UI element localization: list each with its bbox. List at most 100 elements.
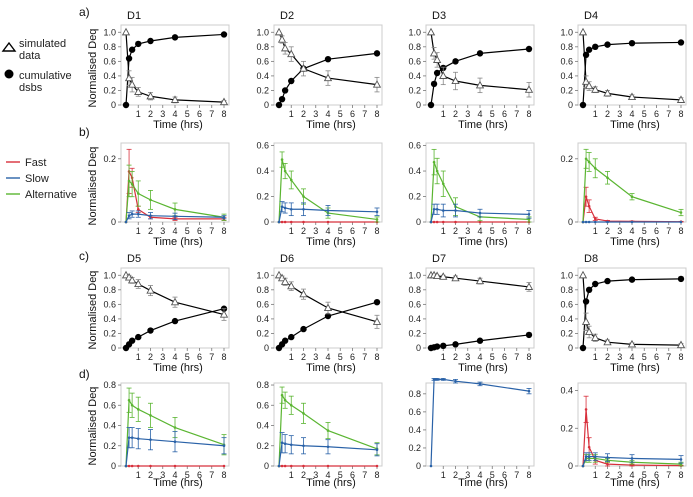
- y-tick-label: 0.2: [103, 85, 116, 95]
- x-tick-label: 3: [313, 109, 318, 119]
- x-tick-label: 6: [654, 352, 659, 362]
- legend-fast-label: Fast: [25, 157, 46, 169]
- data-point: [281, 337, 289, 344]
- x-tick-label: 2: [148, 470, 153, 480]
- x-axis-label: Time (hrs): [306, 119, 356, 131]
- data-point: [130, 182, 134, 186]
- y-tick-label: 0: [111, 343, 116, 353]
- data-point: [302, 195, 305, 198]
- y-tick-label: 0.2: [560, 154, 573, 164]
- data-point: [630, 220, 634, 224]
- x-tick-label: 7: [209, 226, 214, 236]
- x-tick-label: 3: [465, 470, 470, 480]
- y-tick-label: 0.6: [256, 141, 269, 151]
- data-point: [451, 273, 460, 282]
- x-axis-label: Time (hrs): [458, 119, 508, 131]
- series-line: [582, 196, 682, 223]
- x-tick-label: 8: [526, 352, 531, 362]
- data-point: [375, 218, 379, 221]
- x-tick-label: 5: [338, 470, 343, 480]
- data-point: [441, 378, 445, 381]
- data-point: [289, 207, 293, 211]
- x-axis-label: Time (hrs): [458, 236, 508, 248]
- data-point: [432, 220, 436, 224]
- x-tick-label: 2: [453, 109, 458, 119]
- y-tick-label: 0.4: [103, 421, 116, 431]
- x-tick-label: 5: [642, 470, 647, 480]
- data-point: [593, 455, 597, 458]
- data-point: [584, 455, 588, 458]
- x-axis-label: Time (hrs): [610, 477, 660, 489]
- x-tick-label: 6: [350, 109, 355, 119]
- data-point: [375, 464, 379, 468]
- y-tick-label: 0.6: [408, 407, 421, 417]
- data-point: [628, 39, 636, 47]
- data-point: [280, 464, 284, 468]
- data-point: [587, 220, 591, 224]
- x-tick-label: 5: [185, 352, 190, 362]
- data-point: [679, 220, 683, 224]
- x-tick-label: 5: [185, 109, 190, 119]
- data-point: [124, 464, 128, 468]
- y-tick-label: 0: [264, 343, 269, 353]
- data-point: [591, 85, 600, 93]
- panel-title: D7: [432, 253, 446, 265]
- data-point: [302, 464, 305, 468]
- panel-title: D6: [280, 253, 294, 265]
- data-point: [372, 80, 382, 88]
- x-tick-label: 4: [477, 226, 482, 236]
- x-tick-label: 4: [477, 109, 482, 119]
- y-tick-label: 0.8: [256, 380, 269, 390]
- data-point: [478, 211, 482, 215]
- y-tick-label: 0.4: [408, 425, 421, 435]
- panel-b-D1: 0 0.2 1 2 3 4 5 6 7 8 Time (hrs): [103, 142, 230, 248]
- data-point: [222, 464, 226, 468]
- data-point: [433, 343, 441, 350]
- x-tick-label: 2: [605, 470, 610, 480]
- y-tick-label: 0.4: [408, 166, 421, 176]
- legend-circle-label-2: dsbs: [19, 82, 43, 94]
- x-tick-label: 5: [490, 352, 495, 362]
- x-tick-label: 5: [338, 226, 343, 236]
- panel-title: D5: [127, 253, 141, 265]
- data-point: [435, 220, 439, 224]
- series-fast: [277, 464, 379, 468]
- data-point: [587, 445, 591, 449]
- data-point: [136, 437, 140, 440]
- y-tick-label: 0.6: [103, 56, 116, 66]
- x-tick-label: 7: [362, 470, 367, 480]
- x-tick-label: 6: [502, 109, 507, 119]
- data-point: [676, 95, 686, 103]
- data-point: [373, 50, 381, 57]
- x-tick-label: 4: [325, 352, 330, 362]
- y-tick-label: 0.2: [103, 328, 116, 338]
- data-point: [275, 101, 283, 109]
- x-axis-label: Time (hrs): [458, 477, 508, 489]
- data-point: [280, 393, 284, 397]
- x-tick-label: 7: [666, 470, 671, 480]
- data-point: [593, 220, 597, 224]
- data-point: [432, 55, 442, 63]
- panel-d-D8: 0 0.2 0.4 1 2 3 4 5 6 7 8 Time (hrs): [560, 382, 687, 489]
- y-tick-label: 1.0: [256, 270, 269, 280]
- x-tick-label: 8: [221, 352, 226, 362]
- data-point: [302, 444, 305, 448]
- y-tick-label: 0.8: [256, 285, 269, 295]
- data-point: [429, 464, 433, 468]
- data-point: [429, 220, 433, 224]
- panel-b-D2: 0 0.2 0.4 0.6 1 2 3 4 5 6 7 8 Time (hrs): [256, 141, 383, 248]
- x-tick-label: 5: [185, 470, 190, 480]
- y-tick-label: 0.4: [560, 71, 573, 81]
- data-point: [122, 101, 130, 109]
- data-point: [475, 80, 485, 89]
- panel-d-D6: 0 0.2 0.4 0.6 0.8 1 2 3 4 5 6 7 8 Time (hrs): [256, 380, 383, 489]
- data-point: [587, 455, 591, 458]
- x-tick-label: 7: [514, 352, 519, 362]
- series-alternative: [124, 387, 227, 468]
- data-point: [127, 214, 131, 217]
- y-tick-label: 0.4: [103, 71, 116, 81]
- y-tick-label: 0.6: [560, 299, 573, 309]
- data-point: [130, 464, 134, 468]
- y-tick-label: 1.0: [256, 27, 269, 37]
